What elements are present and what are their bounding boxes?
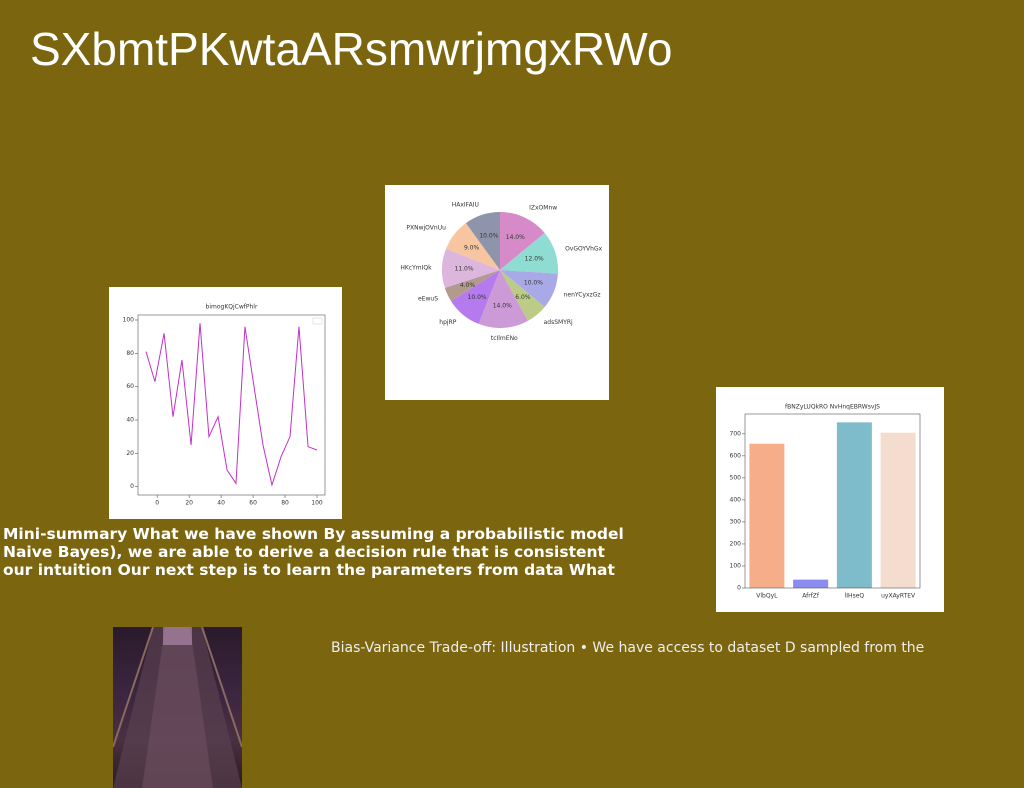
value-label: 14.0% xyxy=(506,234,525,241)
line-chart: bimogKQjCwfPhlr 0 20 40 60 80 100 0 20 40 60 80 100 xyxy=(109,287,342,519)
y-tick-label: 20 xyxy=(126,450,134,457)
slice-label: adsSMYRj xyxy=(544,319,573,326)
value-label: 10.0% xyxy=(524,280,543,287)
pie-slice xyxy=(500,270,558,307)
y-tick-label: 80 xyxy=(126,350,134,357)
legend-box xyxy=(312,317,323,325)
bar xyxy=(749,443,785,588)
x-tick-label: uyXAyRTEV xyxy=(881,593,916,600)
value-label: 10.0% xyxy=(468,294,487,301)
y-tick-label: 600 xyxy=(730,452,742,459)
plot-frame xyxy=(137,314,326,496)
pie-slice xyxy=(478,270,528,328)
chart-title: bimogKQjCwfPhlr xyxy=(206,304,258,311)
y-tick-label: 500 xyxy=(730,474,742,481)
value-label: 14.0% xyxy=(493,302,512,309)
value-label: 11.0% xyxy=(455,265,474,272)
summary-line: our intuition Our next step is to learn … xyxy=(3,561,615,579)
y-tick-label: 200 xyxy=(730,540,742,547)
pie-slice xyxy=(465,212,500,270)
y-tick-label: 400 xyxy=(730,496,742,503)
x-tick-label: lIHseQ xyxy=(845,593,865,600)
x-tick-label: 20 xyxy=(185,500,193,507)
pie-slice xyxy=(500,233,558,274)
pie-slice xyxy=(444,270,500,302)
pie-slice xyxy=(500,212,545,270)
x-tick-label: 80 xyxy=(281,500,289,507)
y-tick-label: 60 xyxy=(126,383,134,390)
plot-frame xyxy=(744,413,921,589)
pie-slice xyxy=(500,270,545,321)
value-label: 4.0% xyxy=(460,282,476,289)
bar xyxy=(880,432,916,588)
y-tick-label: 100 xyxy=(730,562,742,569)
slice-label: PXNwjOVnUu xyxy=(406,225,446,232)
pie-slice xyxy=(446,223,500,270)
y-tick-label: 300 xyxy=(730,518,742,525)
pie-slice xyxy=(451,270,500,324)
bar-chart: fBNZyLUQkRO NvHnqEBRWsvJS 0 100 200 300 400 50… xyxy=(716,387,944,612)
chart-title: fBNZyLUQkRO NvHnqEBRWsvJS xyxy=(785,404,880,411)
slice-label: tcIlmENo xyxy=(491,335,518,342)
y-tick-label: 100 xyxy=(123,317,135,324)
slice-label: eEwuS xyxy=(418,296,438,303)
slice-label: HAxIFAIU xyxy=(452,201,479,208)
summary-line: Mini-summary What we have shown By assum… xyxy=(3,525,624,543)
x-tick-label: 40 xyxy=(217,500,225,507)
y-tick-label: 40 xyxy=(126,417,134,424)
x-tick-label: AfrfZf xyxy=(802,593,820,600)
slide-title: SXbmtPKwtaARsmwrjmgxRWo xyxy=(30,23,673,75)
summary-line: Naive Bayes), we are able to derive a de… xyxy=(3,543,605,561)
summary: Mini-summary What we have shown By assum… xyxy=(3,525,624,579)
y-tick-label: 0 xyxy=(737,585,741,592)
value-label: 9.0% xyxy=(464,244,480,251)
slice-label: hpjRP xyxy=(439,319,456,326)
bar xyxy=(836,422,872,588)
slice-label: nenYCyxzGz xyxy=(564,292,601,299)
photo xyxy=(113,627,242,788)
x-tick-label: 100 xyxy=(311,500,323,507)
bar xyxy=(793,579,829,588)
slice-label: OvGOYVhGx xyxy=(565,245,603,252)
x-tick-label: VlbQyL xyxy=(756,593,778,600)
y-tick-label: 700 xyxy=(730,430,742,437)
pie-chart: IZxOMnw 14.0% OvGOYVhGx 12.0% nenYCyxzGz 10.0… xyxy=(385,185,609,400)
x-tick-label: 0 xyxy=(155,500,159,507)
slice-label: HKcYmIQk xyxy=(400,264,432,271)
photo-art xyxy=(113,627,242,788)
value-label: 10.0% xyxy=(479,232,498,239)
caption: Bias-Variance Trade-off: Illustration • … xyxy=(331,640,925,656)
value-label: 6.0% xyxy=(515,294,531,301)
line xyxy=(145,323,318,487)
pie-slice xyxy=(442,248,500,288)
x-tick-label: 60 xyxy=(249,500,257,507)
slice-label: IZxOMnw xyxy=(529,205,557,212)
value-label: 12.0% xyxy=(525,255,544,262)
y-tick-label: 0 xyxy=(130,483,134,490)
